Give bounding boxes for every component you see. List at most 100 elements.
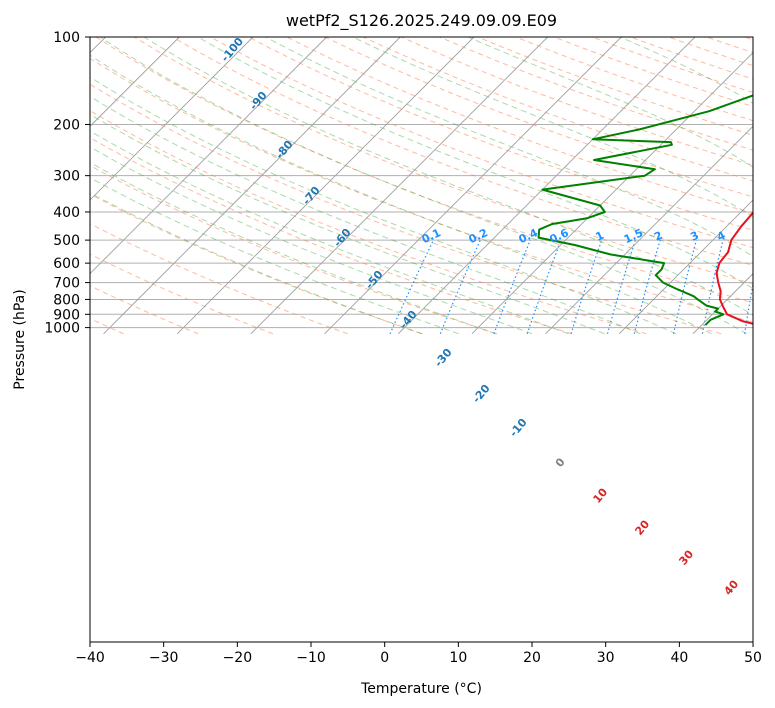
dry-adiabat-label: -50: [363, 268, 386, 292]
moist-adiabat-line: [90, 54, 712, 335]
y-tick-label: 900: [53, 307, 80, 323]
dry-adiabat-line: [591, 37, 753, 94]
moist-adiabat-line: [90, 146, 533, 335]
dry-adiabat-line: [90, 164, 498, 335]
mixing-ratio-line: [606, 239, 636, 334]
dry-adiabat-line: [95, 37, 753, 304]
dry-adiabat-line: [401, 37, 753, 166]
moist-adiabat-label: 20: [632, 517, 652, 537]
y-tick-label: 200: [53, 117, 80, 133]
y-tick-label: 1000: [44, 321, 80, 337]
dry-adiabat-label: -20: [470, 382, 493, 406]
x-tick-label: 30: [597, 650, 615, 666]
dry-adiabat-line: [172, 37, 753, 266]
mixing-ratio-label: 0.4: [517, 226, 540, 246]
y-axis-label: Pressure (hPa): [12, 289, 28, 389]
dry-adiabat-label: -30: [432, 346, 455, 370]
dry-adiabat-line: [90, 83, 722, 335]
isotherm-line: [250, 37, 548, 335]
x-tick-label: 50: [744, 650, 762, 666]
moist-adiabat-line: [90, 192, 422, 335]
mixing-ratio-line: [493, 239, 531, 335]
moist-adiabat-line: [265, 37, 753, 258]
mixing-ratio-line: [570, 239, 603, 334]
moist-adiabat-label: 10: [590, 485, 610, 505]
dry-adiabat-label: -100: [218, 35, 246, 65]
mixing-ratio-line: [673, 239, 697, 334]
mixing-ratio-line: [439, 239, 481, 335]
mixing-ratio-label: 4: [715, 229, 728, 244]
moist-adiabat-line: [99, 37, 747, 335]
x-tick-label: −30: [149, 650, 179, 666]
dry-adiabat-line: [668, 37, 753, 67]
dry-adiabat-line: [286, 37, 753, 214]
dry-adiabat-line: [477, 37, 753, 136]
dry-adiabat-line: [248, 37, 753, 231]
x-axis-label: Temperature (°C): [360, 681, 482, 697]
y-tick-label: 500: [53, 233, 80, 249]
plot-frame: [89, 36, 754, 643]
y-tick-label: 700: [53, 276, 80, 292]
isotherm-line: [90, 37, 327, 275]
moist-adiabat-line: [352, 37, 753, 218]
isotherm-line: [397, 37, 696, 335]
moist-adiabat-line: [90, 130, 569, 335]
y-tick-label: 100: [53, 30, 80, 46]
moist-adiabat-label: 40: [721, 577, 741, 597]
moist-adiabat-line: [467, 37, 753, 168]
x-tick-label: 40: [670, 650, 688, 666]
moist-adiabat-line: [90, 177, 459, 335]
isotherm-line: [176, 37, 475, 335]
chart-title: wetPf2_S126.2025.249.09.09.E09: [286, 11, 557, 31]
x-tick-label: 0: [380, 650, 389, 666]
isotherm-line: [90, 37, 254, 201]
dry-adiabat-line: [133, 37, 753, 285]
dry-adiabat-line: [90, 137, 572, 335]
isotherm-line: [0, 37, 32, 334]
mixing-ratio-line: [389, 239, 434, 335]
isotherm-line: [545, 125, 753, 335]
moist-adiabat-line: [90, 113, 605, 335]
dry-adiabat-line: [90, 57, 753, 323]
y-tick-label: 800: [53, 292, 80, 308]
moist-adiabat-line: [197, 37, 753, 290]
mixing-ratio-label: 1: [594, 229, 606, 244]
dry-adiabat-line: [90, 253, 274, 335]
dry-adiabat-line: [324, 37, 753, 198]
isotherm-line: [324, 37, 622, 335]
mixing-ratio-label: 3: [688, 229, 700, 244]
isotherm-line: [692, 273, 753, 335]
isotherm-line: [767, 37, 775, 334]
moist-adiabat-label: 0: [553, 455, 568, 469]
isotherm-line: [471, 52, 753, 335]
y-tick-label: 600: [53, 256, 80, 272]
mixing-ratio-label: 1.5: [622, 226, 645, 246]
moist-adiabat-line: [90, 161, 496, 335]
x-tick-label: −20: [223, 650, 253, 666]
dry-adiabat-label: -60: [331, 226, 354, 250]
dry-adiabat-line: [90, 110, 647, 335]
x-tick-label: −40: [75, 650, 105, 666]
mixing-ratio-line: [633, 239, 661, 334]
x-tick-label: −10: [296, 650, 326, 666]
dry-adiabat-line: [744, 37, 753, 41]
dry-adiabat-line: [90, 285, 199, 335]
dry-adiabat-line: [706, 37, 753, 54]
dry-adiabat-line: [0, 37, 49, 334]
moist-adiabat-line: [90, 76, 677, 335]
y-tick-label: 400: [53, 205, 80, 221]
dry-adiabat-line: [553, 37, 753, 108]
dry-adiabat-label: -10: [507, 416, 530, 440]
moist-adiabat-line: [143, 37, 753, 316]
dry-adiabat-line: [362, 37, 753, 182]
dry-adiabat-line: [90, 223, 348, 335]
moist-adiabat-line: [90, 95, 641, 335]
mixing-ratio-line: [526, 239, 562, 334]
x-tick-label: 10: [449, 650, 467, 666]
isotherm-line: [90, 37, 180, 127]
dry-adiabat-label: -90: [247, 89, 270, 113]
mixing-ratio-label: 0.1: [420, 226, 443, 246]
moist-adiabat-label: 30: [676, 547, 696, 567]
isotherm-line: [103, 37, 401, 335]
